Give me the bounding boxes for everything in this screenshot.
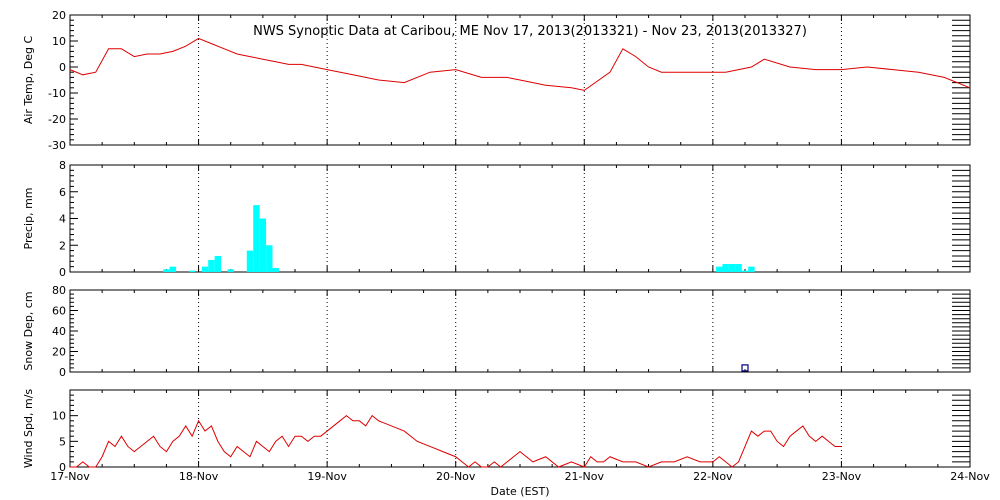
precip-bar <box>163 269 170 272</box>
precip-bar <box>201 266 209 272</box>
precip-bar <box>741 270 749 272</box>
snow-y-tick-label: 80 <box>52 284 66 297</box>
snow-y-tick-label: 60 <box>52 305 66 318</box>
wind-y-tick-label: 5 <box>59 435 66 448</box>
temp-y-tick-label: -30 <box>48 139 66 152</box>
precip-bar <box>259 218 267 272</box>
x-tick-label: 18-Nov <box>179 470 219 483</box>
temp-y-tick-label: -10 <box>48 87 66 100</box>
wind-frame <box>69 389 971 468</box>
precip-bar <box>188 270 196 272</box>
precip-bar <box>728 263 736 272</box>
chart-title: NWS Synoptic Data at Caribou, ME Nov 17,… <box>253 24 807 39</box>
precip-y-tick-label: 4 <box>59 213 66 226</box>
x-tick-label: 17-Nov <box>50 470 90 483</box>
snow-y-axis-label: Snow Dep, cm <box>22 291 35 370</box>
precip-bar <box>208 259 215 272</box>
snow-depth-point <box>741 364 749 372</box>
wind-panel: 0 5 10 Wind Spd, m/s 17-Nov 18-Nov 19-Nov 20-No… <box>22 389 990 483</box>
precip-bar <box>735 263 742 272</box>
x-axis-label: Date (EST) <box>490 485 549 498</box>
precip-bar <box>716 266 723 272</box>
wind-y-tick-label: 0 <box>59 461 66 474</box>
snow-panel: 0 20 40 60 80 Snow Dep, cm <box>22 284 971 379</box>
precip-y-tick-label: 0 <box>59 266 66 279</box>
precip-bar <box>169 266 177 272</box>
precip-bar <box>272 267 279 272</box>
temp-y-tick-label: 20 <box>52 9 66 22</box>
precip-bar <box>253 205 260 272</box>
wind-series-line <box>70 414 842 468</box>
wind-y-axis-label: Wind Spd, m/s <box>22 389 35 469</box>
snow-y-tick-label: 0 <box>59 366 66 379</box>
x-tick-label: 24-Nov <box>950 470 990 483</box>
temp-panel: -30 -20 -10 0 10 20 Air Temp, Deg C <box>22 9 971 152</box>
precip-panel: 0 2 4 6 8 Precip, mm <box>22 159 971 279</box>
precip-y-tick-label: 6 <box>59 186 66 199</box>
precip-y-tick-label: 8 <box>59 159 66 172</box>
precip-bar <box>246 250 254 272</box>
temp-y-tick-label: 0 <box>59 61 66 74</box>
precip-bar <box>227 269 234 272</box>
temp-y-tick-label: -20 <box>48 113 66 126</box>
precip-y-tick-label: 2 <box>59 239 66 252</box>
snow-y-tick-label: 40 <box>52 325 66 338</box>
temp-series-line <box>69 37 971 91</box>
wind-y-tick-label: 10 <box>52 410 66 423</box>
precip-bar <box>748 266 755 272</box>
chart-panels: -30 -20 -10 0 10 20 Air Temp, Deg C 0 2 4 6 8 Precip… <box>22 9 990 483</box>
x-tick-label: 21-Nov <box>565 470 605 483</box>
x-tick-label: 20-Nov <box>436 470 476 483</box>
snow-frame <box>69 289 971 373</box>
precip-bar <box>266 245 273 272</box>
precip-bar <box>722 263 729 272</box>
precip-frame <box>69 164 971 273</box>
snow-y-tick-label: 20 <box>52 346 66 359</box>
precip-bar <box>214 255 222 272</box>
temp-y-axis-label: Air Temp, Deg C <box>22 36 35 125</box>
x-tick-label: 19-Nov <box>307 470 347 483</box>
precip-y-axis-label: Precip, mm <box>22 188 35 250</box>
temp-y-tick-label: 10 <box>52 35 66 48</box>
x-tick-label: 22-Nov <box>693 470 733 483</box>
x-tick-label: 23-Nov <box>822 470 862 483</box>
